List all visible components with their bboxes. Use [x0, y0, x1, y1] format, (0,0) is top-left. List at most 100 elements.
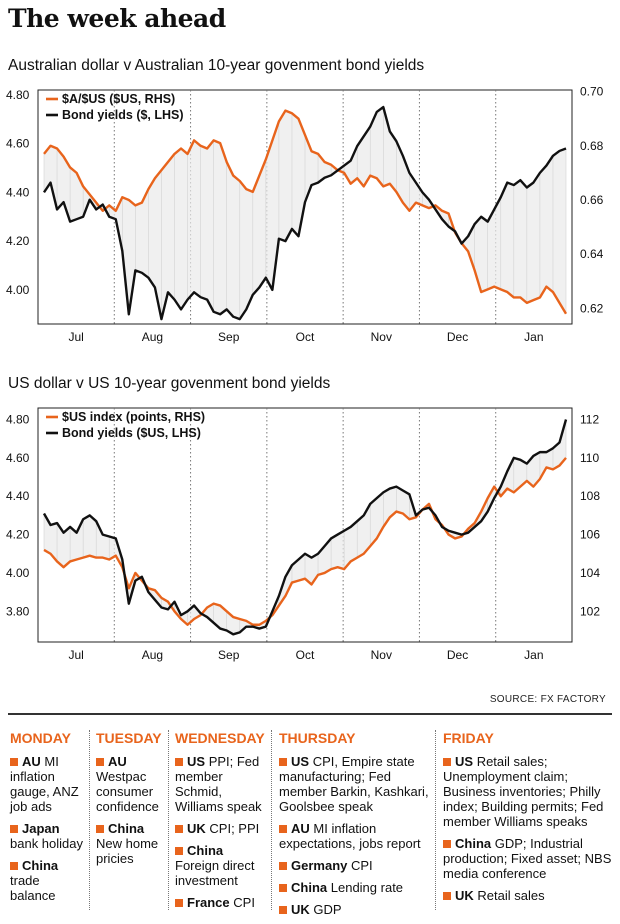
x-tick-label: Jul: [68, 648, 83, 662]
bullet-square-icon: [443, 758, 451, 766]
series-line-orange: [43, 109, 568, 315]
right-tick-label: 112: [580, 413, 599, 427]
x-tick-label: Jul: [68, 330, 83, 344]
x-tick-label: Sep: [218, 330, 240, 344]
bullet-square-icon: [96, 758, 104, 766]
bullet-square-icon: [279, 758, 287, 766]
calendar-separator: [168, 730, 169, 910]
series-line-orange: [43, 457, 567, 626]
x-tick-label: Dec: [447, 648, 468, 662]
x-tick-label: Dec: [447, 330, 468, 344]
right-tick-label: 0.66: [580, 193, 604, 207]
page-title: The week ahead: [8, 4, 226, 33]
chart1: Jul Aug Sep Oct Nov Dec Jan 4.80 4.60 4.40 4.20 4.0…: [6, 85, 604, 344]
chart2: Jul Aug Sep Oct Nov Dec Jan 4.80 4.60 4.40 4.20 4.0…: [6, 407, 600, 662]
bullet-square-icon: [279, 862, 287, 870]
right-tick-label: 108: [580, 489, 600, 503]
event-item: Japan bank holiday: [10, 821, 83, 851]
left-tick-label: 4.60: [6, 451, 30, 465]
series-line-black: [42, 419, 568, 636]
left-tick-label: 4.40: [6, 489, 30, 503]
calendar-separator: [271, 730, 272, 910]
bullet-square-icon: [175, 825, 183, 833]
right-tick-label: 0.64: [580, 247, 604, 261]
right-tick-label: 0.70: [580, 85, 604, 99]
event-item: China GDP; Industrial production; Fixed …: [443, 836, 612, 881]
event-item: AU Westpac consumer confidence: [96, 754, 159, 814]
chart2-title: US dollar v US 10-year govenment bond yi…: [8, 375, 331, 392]
calendar-thursday: THURSDAY US CPI, Empire state manufactur…: [279, 730, 433, 924]
calendar-separator: [435, 730, 436, 910]
calendar-tuesday: TUESDAY AU Westpac consumer confidence C…: [96, 730, 166, 873]
left-tick-label: 4.60: [6, 137, 30, 151]
event-item: US Retail sales; Unemployment claim; Bus…: [443, 754, 604, 829]
day-heading: THURSDAY: [279, 730, 356, 746]
event-item: Germany CPI: [279, 858, 433, 873]
legend-label: Bond yields ($, LHS): [62, 108, 184, 122]
event-item: China Foreign direct investment: [175, 843, 255, 888]
plot-frame: [37, 89, 573, 325]
bullet-square-icon: [175, 899, 183, 907]
right-tick-label: 110: [580, 451, 599, 465]
bullet-square-icon: [279, 825, 287, 833]
event-item: China trade balance: [10, 858, 59, 903]
event-item: US PPI; Fed member Schmid, Williams spea…: [175, 754, 262, 814]
legend-label: $US index (points, RHS): [62, 410, 205, 424]
x-tick-label: Oct: [296, 648, 315, 662]
x-tick-label: Aug: [142, 648, 163, 662]
right-tick-label: 104: [580, 566, 600, 580]
source-note: SOURCE: FX FACTORY: [489, 694, 606, 705]
right-tick-label: 0.68: [580, 139, 604, 153]
calendar-wednesday: WEDNESDAY US PPI; Fed member Schmid, Wil…: [175, 730, 269, 917]
event-item: US CPI, Empire state manufacturing; Fed …: [279, 754, 429, 814]
x-tick-label: Jan: [524, 330, 543, 344]
event-item: UK GDP: [279, 902, 433, 917]
x-tick-label: Sep: [218, 648, 240, 662]
left-tick-label: 4.00: [6, 566, 30, 580]
left-tick-label: 4.20: [6, 528, 30, 542]
plot-frame: [37, 407, 573, 643]
right-tick-label: 0.62: [580, 301, 604, 315]
bullet-square-icon: [96, 825, 104, 833]
event-item: UK CPI; PPI: [175, 821, 269, 836]
legend-label: $A/$US ($US, RHS): [62, 92, 175, 106]
bullet-square-icon: [10, 758, 18, 766]
event-item: UK Retail sales: [443, 888, 613, 903]
event-item: China Lending rate: [279, 880, 433, 895]
bullet-square-icon: [279, 906, 287, 914]
right-tick-label: 102: [580, 604, 600, 618]
bullet-square-icon: [279, 884, 287, 892]
left-tick-label: 4.00: [6, 283, 30, 297]
bullet-square-icon: [443, 892, 451, 900]
bullet-square-icon: [10, 825, 18, 833]
x-tick-label: Nov: [371, 648, 392, 662]
bullet-square-icon: [443, 840, 451, 848]
x-tick-label: Nov: [371, 330, 392, 344]
day-heading: WEDNESDAY: [175, 730, 265, 746]
x-tick-label: Oct: [296, 330, 315, 344]
bullet-square-icon: [175, 847, 183, 855]
event-item: France CPI: [175, 895, 269, 910]
left-tick-label: 4.20: [6, 234, 30, 248]
calendar-separator: [89, 730, 90, 910]
left-tick-label: 4.80: [6, 413, 30, 427]
calendar-divider: [8, 713, 612, 715]
bullet-square-icon: [175, 758, 183, 766]
left-tick-label: 3.80: [6, 604, 30, 618]
left-tick-label: 4.40: [6, 185, 30, 199]
x-tick-label: Aug: [142, 330, 163, 344]
event-item: AU MI inflation expectations, jobs repor…: [279, 821, 421, 851]
left-tick-label: 4.80: [6, 88, 30, 102]
legend-label: Bond yields ($US, LHS): [62, 426, 201, 440]
day-heading: FRIDAY: [443, 730, 494, 746]
day-heading: MONDAY: [10, 730, 71, 746]
shaded-band: [44, 419, 566, 635]
right-tick-label: 106: [580, 528, 600, 542]
x-tick-label: Jan: [524, 648, 543, 662]
event-item: China New home pricies: [96, 821, 159, 866]
bullet-square-icon: [10, 862, 18, 870]
series-line-black: [43, 105, 567, 321]
calendar-friday: FRIDAY US Retail sales; Unemployment cla…: [443, 730, 613, 910]
chart1-title: Australian dollar v Australian 10-year g…: [8, 57, 425, 74]
day-heading: TUESDAY: [96, 730, 162, 746]
